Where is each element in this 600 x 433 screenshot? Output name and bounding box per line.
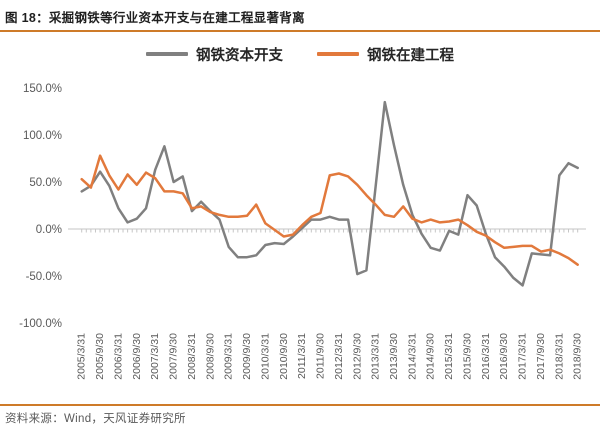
x-tick-label: 2007/3/31 (149, 333, 161, 380)
source-note: 资料来源：Wind，天风证券研究所 (5, 413, 186, 425)
x-tick-label: 2014/9/30 (425, 333, 437, 380)
x-tick-label: 2006/9/30 (131, 333, 143, 380)
x-tick-label: 2012/3/31 (333, 333, 345, 380)
chart-legend: 钢铁资本开支 钢铁在建工程 (0, 42, 600, 66)
x-tick-label: 2005/3/31 (76, 333, 88, 380)
figure-title: 图 18：采掘钢铁等行业资本开支与在建工程显著背离 (5, 11, 305, 25)
x-tick-label: 2008/9/30 (204, 333, 216, 380)
x-tick-label: 2013/3/31 (370, 333, 382, 380)
footer-divider (0, 404, 600, 406)
x-axis-ticks (81, 229, 579, 233)
x-tick-label: 2011/9/30 (315, 333, 327, 379)
legend-item-construction: 钢铁在建工程 (317, 44, 454, 65)
x-tick-label: 2013/9/30 (388, 333, 400, 380)
x-tick-label: 2017/9/30 (535, 333, 547, 380)
y-tick-label: -100.0% (19, 318, 62, 330)
legend-label-construction: 钢铁在建工程 (367, 47, 454, 64)
x-tick-label: 2014/3/31 (406, 333, 418, 380)
x-tick-label: 2009/3/31 (223, 333, 235, 380)
x-tick-label: 2009/9/30 (241, 333, 253, 380)
x-tick-label: 2005/9/30 (94, 333, 106, 380)
x-axis-labels: 2005/3/31 2005/9/30 2006/3/31 2006/9/30 2007… (76, 333, 584, 380)
x-tick-label: 2007/9/30 (168, 333, 180, 380)
legend-label-capex: 钢铁资本开支 (196, 47, 283, 64)
y-tick-label: 150.0% (23, 83, 62, 95)
construction-series-line (80, 154, 579, 266)
y-tick-label: 0.0% (36, 224, 62, 236)
x-tick-label: 2008/3/31 (186, 333, 198, 380)
legend-line-swatch-construction (317, 52, 359, 56)
x-tick-label: 2011/3/31 (296, 333, 308, 379)
title-divider (0, 30, 600, 32)
y-tick-label: 100.0% (23, 130, 62, 142)
line-chart: 150.0% 100.0% 50.0% 0.0% -50.0% -100.0% 2005/3… (19, 83, 586, 380)
x-tick-label: 2010/3/31 (259, 333, 271, 380)
legend-item-capex: 钢铁资本开支 (146, 44, 283, 65)
x-tick-label: 2016/9/30 (498, 333, 510, 380)
y-tick-label: 50.0% (29, 177, 62, 189)
x-tick-label: 2006/3/31 (112, 333, 124, 380)
capex-series-line (80, 100, 579, 287)
x-tick-label: 2016/3/31 (480, 333, 492, 380)
legend-line-swatch-capex (146, 52, 188, 56)
x-tick-label: 2018/3/31 (553, 333, 565, 380)
x-tick-label: 2015/9/30 (461, 333, 473, 380)
y-tick-label: -50.0% (26, 271, 62, 283)
x-tick-label: 2017/3/31 (517, 333, 529, 380)
x-tick-label: 2018/9/30 (572, 333, 584, 380)
x-tick-label: 2015/3/31 (443, 333, 455, 380)
x-tick-label: 2010/9/30 (278, 333, 290, 380)
y-axis-labels: 150.0% 100.0% 50.0% 0.0% -50.0% -100.0% (19, 83, 62, 330)
x-tick-label: 2012/9/30 (351, 333, 363, 380)
